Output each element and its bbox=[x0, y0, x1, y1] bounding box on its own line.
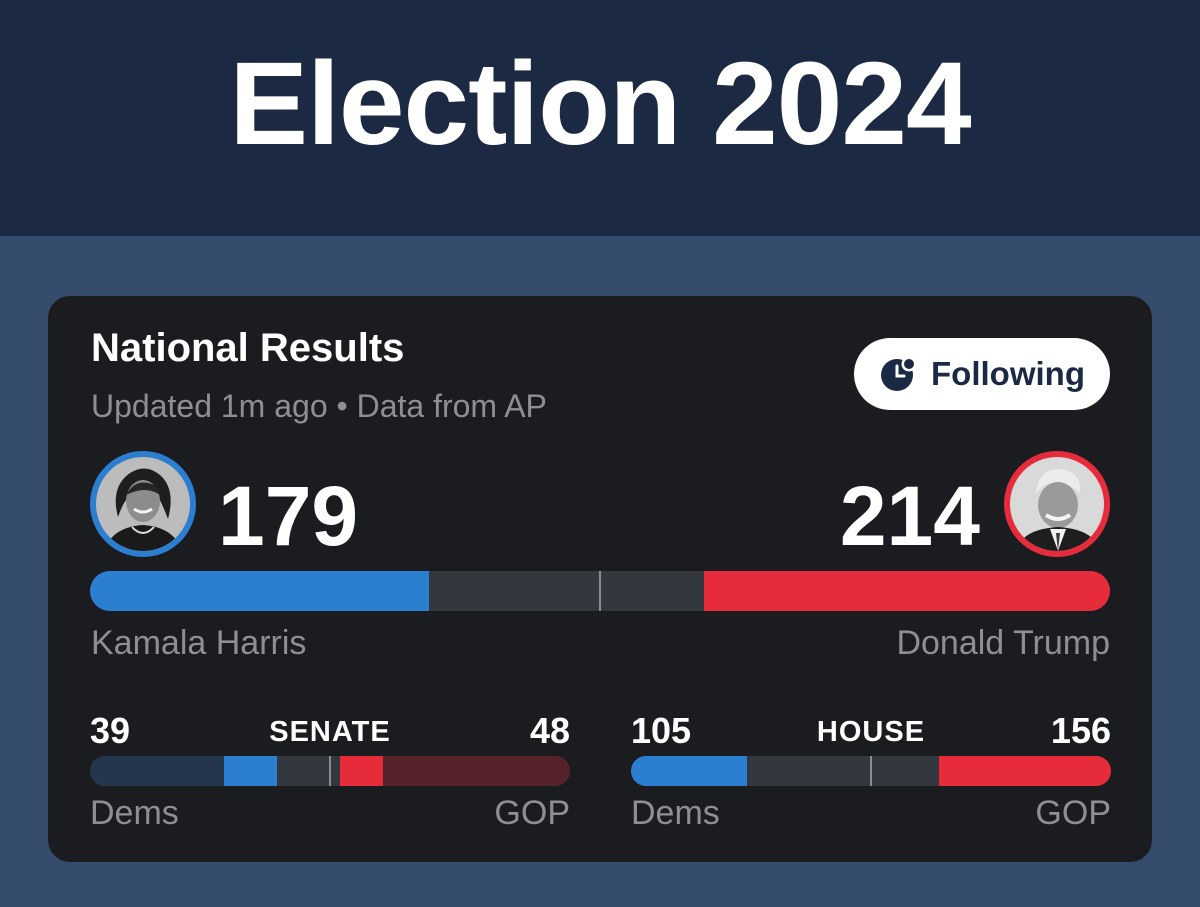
house-gop-label: GOP bbox=[1035, 794, 1111, 832]
trump-name: Donald Trump bbox=[896, 624, 1110, 662]
house-gop-seats: 156 bbox=[1050, 710, 1111, 751]
following-label: Following bbox=[931, 355, 1085, 392]
following-icon bbox=[881, 356, 917, 391]
house-dem-seats: 105 bbox=[631, 710, 692, 751]
senate-label: SENATE bbox=[269, 716, 391, 748]
senate-dem-won-segment bbox=[224, 756, 278, 786]
harris-name: Kamala Harris bbox=[91, 624, 307, 662]
house-majority-marker bbox=[870, 756, 872, 786]
senate-majority-marker bbox=[329, 756, 331, 786]
header-banner: Election 2024 bbox=[0, 0, 1200, 236]
senate-bar bbox=[90, 756, 570, 786]
senate-gop-holdover-segment bbox=[382, 756, 570, 786]
trump-avatar[interactable] bbox=[1004, 451, 1110, 557]
house-dems-label: Dems bbox=[631, 794, 720, 832]
senate-dems-label: Dems bbox=[90, 794, 179, 832]
harris-avatar[interactable] bbox=[90, 451, 196, 557]
house-summary[interactable]: 105 HOUSE 156 Dems GOP bbox=[631, 710, 1111, 840]
senate-dem-seats: 39 bbox=[90, 710, 131, 751]
update-status: Updated 1m ago • Data from AP bbox=[91, 388, 547, 424]
gop-electoral-segment bbox=[704, 571, 1110, 611]
senate-dem-holdover-segment bbox=[90, 756, 225, 786]
senate-gop-seats: 48 bbox=[529, 710, 570, 751]
senate-gop-won-segment bbox=[339, 756, 383, 786]
harris-electoral-votes: 179 bbox=[218, 469, 359, 563]
card-title: National Results bbox=[91, 326, 405, 370]
house-label: HOUSE bbox=[816, 716, 926, 748]
senate-gop-label: GOP bbox=[494, 794, 570, 832]
following-button[interactable]: Following bbox=[854, 338, 1110, 410]
senate-summary[interactable]: 39 SENATE 48 Dems GOP bbox=[90, 710, 570, 840]
house-dem-segment bbox=[631, 756, 747, 786]
trump-electoral-votes: 214 bbox=[839, 469, 980, 563]
trump-portrait-icon bbox=[1010, 457, 1104, 551]
majority-marker bbox=[599, 571, 601, 611]
electoral-vote-bar bbox=[90, 571, 1110, 611]
harris-portrait-icon bbox=[96, 457, 190, 551]
national-results-card[interactable]: National Results Updated 1m ago • Data f… bbox=[48, 296, 1152, 862]
house-bar bbox=[631, 756, 1111, 786]
dem-electoral-segment bbox=[90, 571, 430, 611]
house-gop-segment bbox=[938, 756, 1111, 786]
page-title: Election 2024 bbox=[229, 38, 971, 170]
